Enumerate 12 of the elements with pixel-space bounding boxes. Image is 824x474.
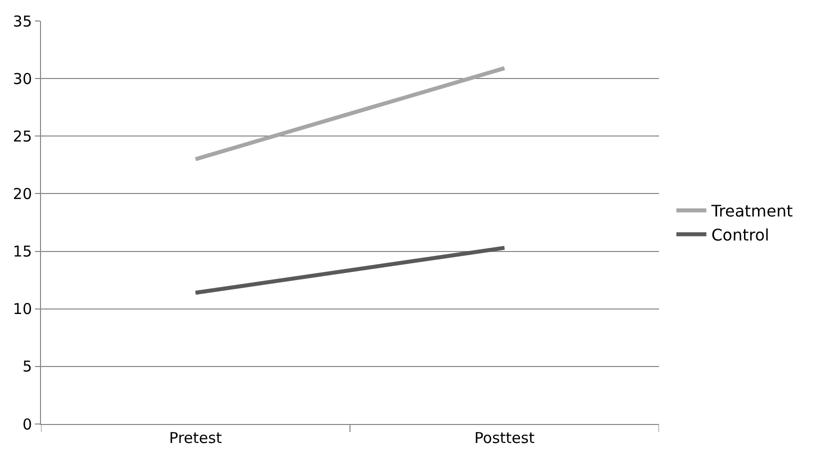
- x-tick-label: Posttest: [474, 429, 535, 447]
- y-tick-label: 10: [12, 300, 32, 318]
- y-tick-label: 35: [12, 12, 32, 30]
- legend-label: Control: [711, 225, 770, 244]
- y-tick-label: 15: [12, 242, 32, 261]
- y-tick-label: 5: [22, 358, 32, 376]
- x-tick-label: Pretest: [169, 429, 222, 447]
- y-tick-label: 0: [22, 415, 32, 434]
- legend-label: Treatment: [710, 202, 793, 221]
- y-tick-label: 20: [12, 184, 32, 203]
- y-tick-label: 30: [12, 70, 32, 88]
- y-tick-label: 25: [12, 127, 32, 146]
